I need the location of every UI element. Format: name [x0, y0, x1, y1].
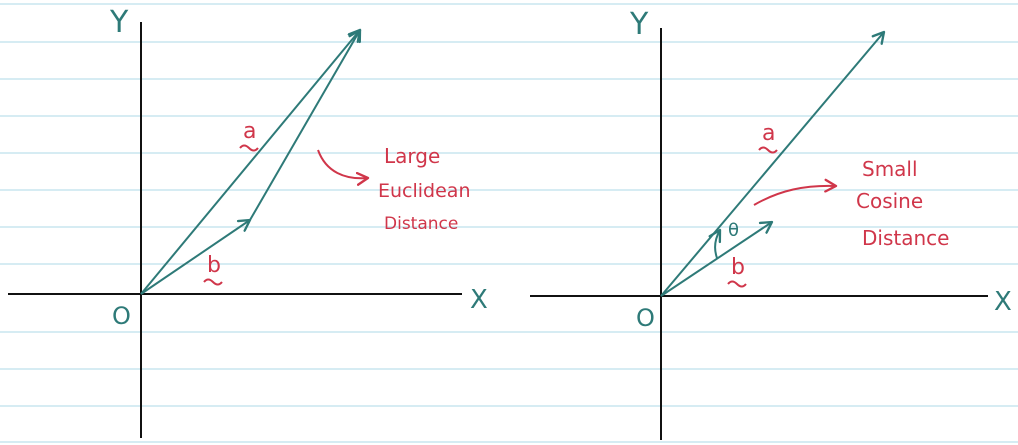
- left-vector-b: [140, 218, 252, 295]
- right-origin-label: O: [636, 304, 655, 332]
- left-difference-vector: [249, 28, 362, 221]
- left-x-axis-label: X: [470, 285, 488, 315]
- right-vector-b: [660, 220, 774, 297]
- right-vector-a-label: a: [762, 121, 775, 146]
- left-annotation-arrow: [317, 149, 370, 186]
- right-y-axis-label: Y: [629, 7, 649, 42]
- right-vector-a-tilde: [758, 146, 778, 154]
- right-diagram: Y X O θ a b Small Cosine Distance: [530, 7, 1012, 440]
- right-annotation-arrow: [753, 178, 838, 206]
- right-vector-b-tilde: [727, 280, 747, 288]
- left-y-axis-label: Y: [109, 5, 129, 40]
- left-vector-b-label: b: [207, 253, 221, 278]
- left-vector-a: [140, 28, 362, 295]
- left-vector-a-label: a: [243, 119, 256, 144]
- right-angle-arc: [708, 228, 722, 259]
- left-annotation-line-3: Distance: [384, 214, 458, 234]
- left-diagram: Y X O a b Large Euclidean Distance: [8, 5, 488, 438]
- ruled-lines: [0, 3, 1018, 443]
- right-angle-label: θ: [728, 220, 739, 241]
- right-x-axis-label: X: [994, 287, 1012, 317]
- left-annotation-line-1: Large: [384, 144, 440, 168]
- right-annotation-line-3: Distance: [862, 226, 949, 250]
- left-annotation-line-2: Euclidean: [378, 180, 471, 202]
- left-origin-label: O: [112, 302, 131, 330]
- right-vector-b-label: b: [731, 255, 745, 280]
- right-annotation-line-2: Cosine: [856, 189, 923, 213]
- right-annotation-line-1: Small: [862, 157, 918, 181]
- left-vector-a-tilde: [239, 144, 259, 152]
- left-vector-b-tilde: [203, 278, 223, 286]
- right-vector-a: [660, 30, 886, 297]
